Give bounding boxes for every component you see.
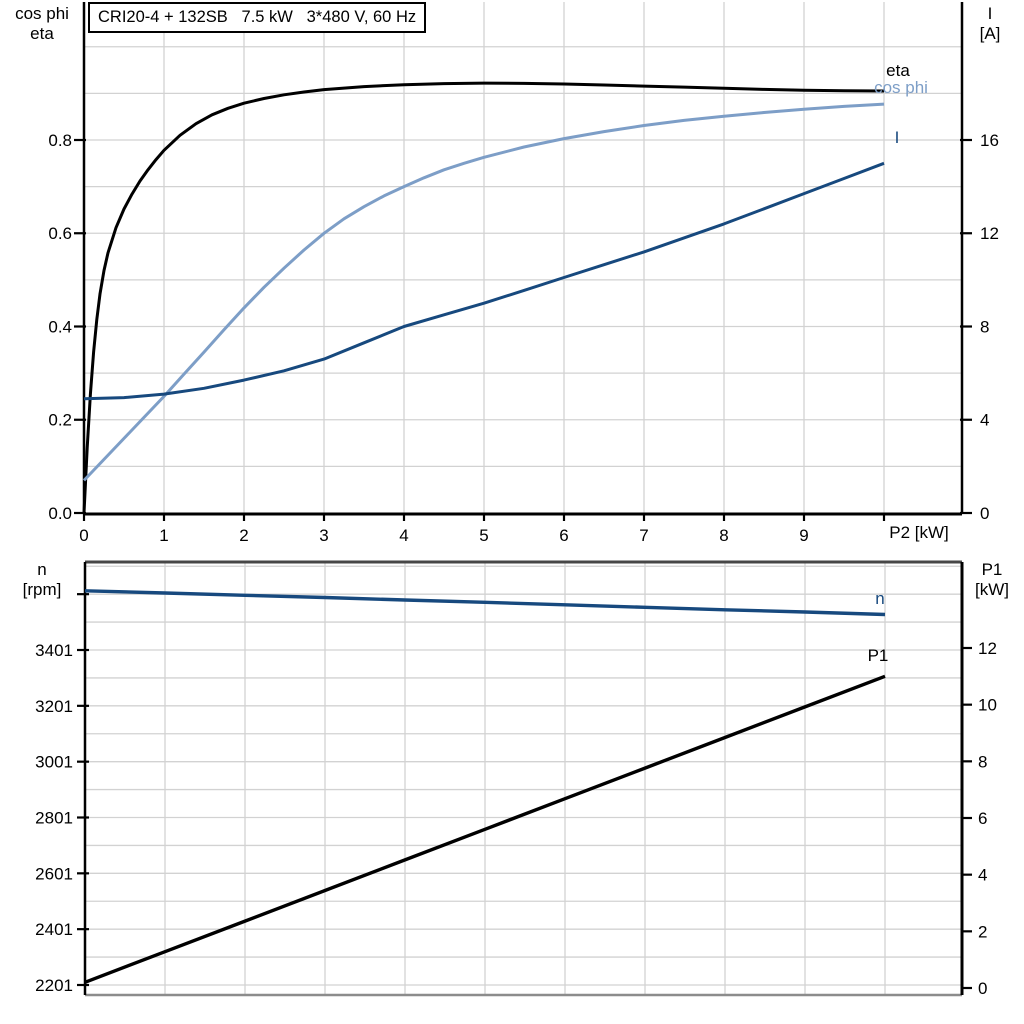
y-right-tick-label: 2 — [978, 922, 987, 941]
y-left-tick-label: 2601 — [35, 864, 73, 883]
bottom-left-axis-title: n [rpm] — [4, 560, 80, 600]
speed-curve-label: n — [875, 589, 885, 608]
eta-curve-label: eta — [886, 61, 910, 80]
x-tick-label: 1 — [159, 526, 168, 545]
cos-phi-axis-label: cos phi — [15, 4, 69, 23]
y-right-tick-label: 10 — [978, 696, 997, 715]
y-right-tick-label: 4 — [980, 411, 989, 430]
y-left-tick-label: 0.8 — [48, 131, 72, 150]
x-tick-label: 6 — [559, 526, 568, 545]
y-right-tick-label: 6 — [978, 809, 987, 828]
x-tick-label: 9 — [799, 526, 808, 545]
current-axis-label: I — [987, 4, 993, 23]
y-left-tick-label: 2201 — [35, 976, 73, 995]
i-curve — [83, 161, 885, 401]
y-right-tick-label: 12 — [980, 224, 999, 243]
top-left-axis-title: cos phi eta — [0, 4, 84, 44]
y-left-tick-label: 3001 — [35, 753, 73, 772]
n-curve — [84, 589, 886, 617]
y-left-tick-label: 0.2 — [48, 411, 72, 430]
x-tick-label: 8 — [719, 526, 728, 545]
y-right-tick-label: 8 — [980, 317, 989, 336]
bottom-right-axis-title: P1 [kW] — [962, 560, 1022, 600]
y-right-tick-label: 0 — [980, 504, 989, 523]
x-tick-label: 3 — [319, 526, 328, 545]
x-tick-label: 0 — [79, 526, 88, 545]
y-right-tick-label: 12 — [978, 639, 997, 658]
cos-phi-curve — [82, 102, 885, 482]
rpm-unit-label: [rpm] — [22, 580, 62, 599]
y-left-tick-label: 3201 — [35, 697, 73, 716]
x-axis-title: P2 [kW] — [889, 523, 949, 542]
y-right-tick-label: 0 — [978, 979, 987, 998]
y-left-tick-label: 2401 — [35, 920, 73, 939]
y-left-tick-label: 0.0 — [48, 504, 72, 523]
y-right-tick-label: 8 — [978, 752, 987, 771]
top-right-axis-title: I [A] — [964, 4, 1016, 44]
kw-unit-label: [kW] — [975, 580, 1009, 599]
y-left-tick-label: 0.6 — [48, 224, 72, 243]
y-right-tick-label: 4 — [978, 866, 987, 885]
y-left-tick-label: 0.4 — [48, 317, 72, 336]
x-tick-label: 4 — [399, 526, 408, 545]
eta-curve — [82, 81, 885, 514]
p1-axis-label: P1 — [981, 560, 1003, 579]
cos-phi-curve-label: cos phi — [874, 78, 928, 97]
x-tick-label: 2 — [239, 526, 248, 545]
ampere-unit-label: [A] — [979, 24, 1001, 43]
current-curve-label: I — [894, 128, 900, 147]
y-right-tick-label: 16 — [980, 131, 999, 150]
x-tick-label: 7 — [639, 526, 648, 545]
x-tick-label: 5 — [479, 526, 488, 545]
p1-curve — [84, 674, 886, 984]
p1-curve-label: P1 — [867, 646, 889, 665]
eta-axis-label: eta — [30, 24, 54, 43]
speed-axis-label: n — [37, 560, 47, 579]
y-left-tick-label: 2801 — [35, 808, 73, 827]
chart-title-box: CRI20-4 + 132SB 7.5 kW 3*480 V, 60 Hz — [88, 2, 427, 33]
y-left-tick-label: 3401 — [35, 641, 73, 660]
